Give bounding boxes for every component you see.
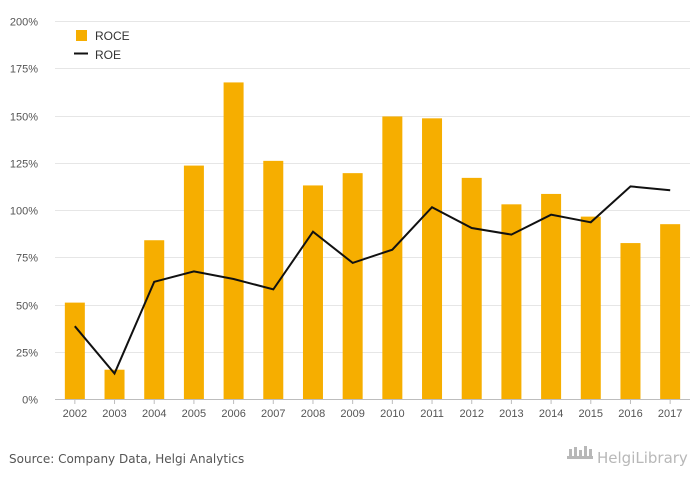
x-tick-label: 2010	[380, 408, 404, 420]
y-tick-label: 125%	[10, 159, 38, 171]
x-tick-label: 2012	[459, 408, 483, 420]
x-tick-label: 2015	[579, 408, 603, 420]
y-tick-label: 150%	[10, 112, 38, 124]
y-tick-label: 0%	[22, 395, 38, 407]
y-tick-label: 175%	[10, 64, 38, 76]
helgi-library-logo: HelgiLibrary	[567, 446, 688, 467]
y-tick-label: 25%	[16, 348, 38, 360]
x-tick-label: 2004	[142, 408, 166, 420]
x-tick-label: 2003	[102, 408, 126, 420]
source-note: Source: Company Data, Helgi Analytics	[9, 452, 244, 466]
roce-bars	[64, 82, 681, 400]
x-tick-label: 2007	[261, 408, 285, 420]
y-tick-label: 50%	[16, 301, 38, 313]
roce-bar	[580, 216, 601, 399]
legend-roe-label: ROE	[95, 48, 121, 62]
y-tick-label: 75%	[16, 253, 38, 265]
x-tick-label: 2008	[301, 408, 325, 420]
x-tick-label: 2013	[499, 408, 523, 420]
x-tick-label: 2006	[221, 408, 245, 420]
helgi-library-logo-text: HelgiLibrary	[597, 449, 688, 467]
x-tick-label: 2016	[618, 408, 642, 420]
roce-bar	[342, 173, 363, 399]
roce-bar	[263, 160, 284, 399]
x-tick-label: 2017	[658, 408, 682, 420]
roce-bar	[461, 177, 482, 399]
y-axis-ticks: 0% 25% 50% 75% 100% 125% 150% 175% 200%	[10, 17, 38, 407]
roe-series-line	[74, 185, 671, 376]
roce-bar	[660, 224, 681, 399]
roce-bar	[183, 165, 204, 399]
roce-bar	[620, 243, 641, 399]
roce-bar	[64, 302, 85, 399]
x-tick-label: 2009	[340, 408, 364, 420]
roce-bar	[422, 118, 443, 400]
x-axis-ticks: 2002 2003 2004 2005 2006 2007 2008 2009 2010 2011…	[63, 399, 682, 420]
roce-bar	[302, 185, 323, 399]
roce-bar	[541, 193, 562, 399]
roce-bar	[501, 204, 522, 399]
legend-roce-label: ROCE	[95, 29, 130, 43]
y-tick-label: 200%	[10, 17, 38, 29]
x-tick-label: 2002	[63, 408, 87, 420]
y-tick-label: 100%	[10, 206, 38, 218]
helgi-library-logo-icon	[567, 446, 593, 459]
roce-bar	[382, 116, 403, 399]
roe-line	[74, 185, 671, 376]
roce-bar	[104, 369, 125, 399]
legend: ROCE ROE	[74, 29, 130, 62]
x-tick-label: 2014	[539, 408, 563, 420]
x-tick-label: 2011	[420, 408, 444, 420]
x-tick-label: 2005	[182, 408, 206, 420]
legend-roce-swatch	[76, 30, 87, 41]
roce-bar	[223, 82, 244, 400]
roce-bar	[144, 240, 165, 399]
